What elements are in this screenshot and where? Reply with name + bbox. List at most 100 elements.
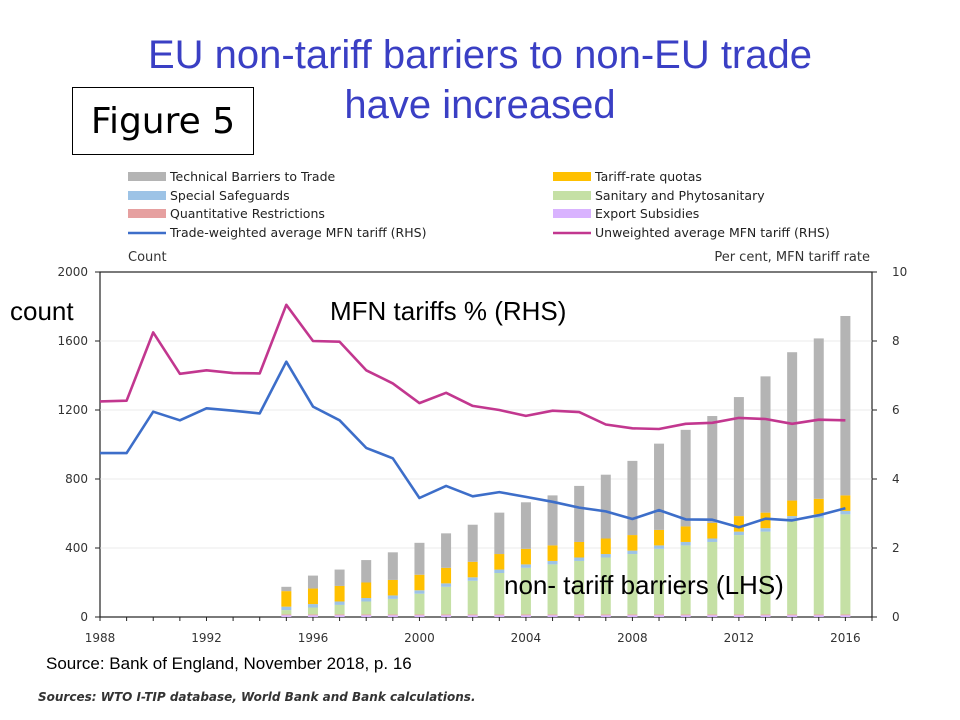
bar-qr-1996 (307, 614, 318, 616)
bar-tbt-2010 (680, 429, 691, 527)
bar-tbt-1999 (387, 552, 398, 580)
bar-sps-1999 (387, 598, 398, 615)
x-tick-label: 2012 (724, 631, 755, 645)
bar-tbt-2005 (547, 495, 558, 546)
bar-sps-1997 (334, 604, 345, 615)
bar-ss-2008 (627, 550, 638, 555)
bar-trq-1995 (281, 591, 292, 607)
bar-es-1999 (387, 615, 398, 617)
bar-sps-2004 (520, 567, 531, 615)
legend-label-unweighted: Unweighted average MFN tariff (RHS) (595, 225, 830, 240)
bar-qr-1995 (281, 614, 292, 616)
bar-trq-2008 (627, 535, 638, 551)
y-tick-label-right: 4 (892, 472, 900, 486)
y-tick-label-right: 8 (892, 334, 900, 348)
bar-trq-2004 (520, 548, 531, 565)
bar-es-2003 (494, 615, 505, 617)
legend: Technical Barriers to Trade Special Safeg… (128, 169, 830, 240)
y-tick-label-left: 1600 (57, 334, 88, 348)
bar-es-2012 (733, 615, 744, 617)
bar-tbt-2013 (760, 376, 771, 513)
x-tick-label: 2016 (830, 631, 861, 645)
legend-swatch-es (553, 209, 591, 218)
bar-es-2014 (787, 615, 798, 617)
bar-tbt-2002 (467, 524, 478, 562)
legend-label-sps: Sanitary and Phytosanitary (595, 188, 765, 203)
bar-qr-2002 (467, 614, 478, 616)
bar-tbt-2003 (494, 512, 505, 555)
bar-tbt-2014 (787, 352, 798, 501)
bar-ss-1999 (387, 595, 398, 599)
bar-sps-2010 (680, 545, 691, 615)
line-trade_weighted (100, 360, 846, 529)
bar-es-2001 (441, 615, 452, 617)
bar-ss-1998 (361, 598, 372, 602)
y-axis-label-right: Per cent, MFN tariff rate (714, 250, 870, 265)
bar-sps-2015 (813, 517, 824, 615)
y-tick-label-left: 1200 (57, 403, 88, 417)
x-tick-label: 2008 (617, 631, 648, 645)
bar-sps-2000 (414, 593, 425, 615)
legend-swatch-sps (553, 191, 591, 200)
ticks: 0 400 800 1200 1600 2000 0 2 4 6 8 10 1988 1992 1996 20… (57, 265, 907, 645)
bar-ss-2001 (441, 583, 452, 587)
bar-es-2016 (840, 615, 851, 617)
source-text: Source: Bank of England, November 2018, … (46, 654, 412, 673)
y-tick-label-right: 2 (892, 541, 900, 555)
bar-ss-2009 (654, 545, 665, 549)
bar-tbt-2007 (600, 474, 611, 539)
y-tick-label-left: 2000 (57, 265, 88, 279)
legend-swatch-ss (128, 191, 166, 200)
x-tick-label: 1992 (191, 631, 222, 645)
bar-trq-2014 (787, 500, 798, 517)
bar-qr-2016 (840, 614, 851, 616)
bar-es-2005 (547, 615, 558, 617)
bar-trq-1997 (334, 585, 345, 602)
bar-trq-2002 (467, 561, 478, 578)
bar-qr-2008 (627, 614, 638, 616)
bar-ss-2004 (520, 564, 531, 568)
bar-es-2010 (680, 615, 691, 617)
bar-sps-2003 (494, 573, 505, 615)
bar-sps-2014 (787, 519, 798, 615)
bar-tbt-2001 (441, 533, 452, 568)
bar-tbt-2009 (654, 443, 665, 530)
bar-qr-2010 (680, 614, 691, 616)
bar-sps-2013 (760, 531, 771, 615)
bar-es-2009 (654, 615, 665, 617)
bar-qr-1999 (387, 614, 398, 616)
bar-sps-1998 (361, 601, 372, 615)
bar-es-2013 (760, 615, 771, 617)
bar-sps-2002 (467, 580, 478, 615)
y-tick-label-left: 400 (65, 541, 88, 555)
annotation-lhs: non- tariff barriers (LHS) (504, 570, 784, 600)
bar-ss-2010 (680, 541, 691, 546)
bar-qr-2015 (813, 614, 824, 616)
bar-ss-2011 (707, 538, 718, 542)
bar-ss-1997 (334, 601, 345, 605)
bar-es-1997 (334, 615, 345, 617)
figure-label: Figure 5 (72, 87, 254, 155)
bar-ss-2014 (787, 516, 798, 520)
bar-trq-2005 (547, 545, 558, 561)
bar-tbt-2008 (627, 460, 638, 536)
bar-sps-2007 (600, 557, 611, 615)
bar-es-2006 (574, 615, 585, 617)
bar-qr-2009 (654, 614, 665, 616)
bar-tbt-2011 (707, 416, 718, 523)
legend-label-tbt: Technical Barriers to Trade (169, 169, 336, 184)
bar-es-1996 (307, 615, 318, 617)
bar-trq-1999 (387, 579, 398, 596)
bar-trq-2015 (813, 498, 824, 515)
y-tick-label-right: 6 (892, 403, 900, 417)
title-line-1: EU non-tariff barriers to non-EU trade (147, 33, 812, 77)
bar-es-1995 (281, 615, 292, 617)
bar-qr-2013 (760, 614, 771, 616)
bar-tbt-2004 (520, 502, 531, 549)
bar-sps-2011 (707, 541, 718, 615)
bar-qr-2005 (547, 614, 558, 616)
bar-trq-2012 (733, 516, 744, 532)
bar-es-2011 (707, 615, 718, 617)
tariff-lines (99, 303, 846, 529)
annotation-rhs: MFN tariffs % (RHS) (330, 296, 566, 326)
